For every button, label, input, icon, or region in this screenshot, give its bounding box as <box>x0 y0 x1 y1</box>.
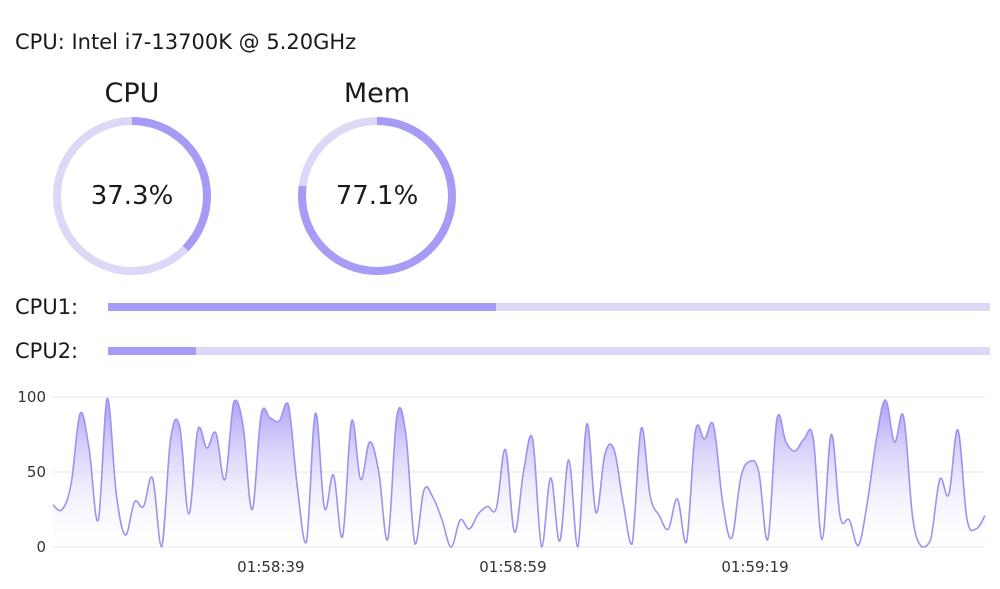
cpu-model-label: CPU: Intel i7-13700K @ 5.20GHz <box>15 30 357 54</box>
cpu-gauge-value: 37.3% <box>90 181 174 211</box>
core-label-cpu2: CPU2: <box>15 339 79 363</box>
x-axis-ticks: 01:58:39 01:58:59 01:59:19 <box>237 558 789 576</box>
mem-gauge-value: 77.1% <box>335 181 419 211</box>
cpu-history-chart: 0 50 100 01:58:39 01:58:59 01:59:19 <box>0 380 1000 589</box>
cpu-history-line <box>52 397 986 548</box>
cpu-gauge-ring <box>53 117 211 275</box>
core-bar-fill-cpu1 <box>108 303 497 311</box>
cpu-history-plot: 0 50 100 01:58:39 01:58:59 01:59:19 <box>17 388 986 576</box>
core-usage-row-cpu2: CPU2: <box>15 336 990 366</box>
core-bar-track-cpu1 <box>108 303 990 311</box>
x-tick-label-2: 01:59:19 <box>721 558 788 576</box>
cpu-gauge-arc <box>53 117 211 275</box>
cpu-usage-gauge: CPU 37.3% <box>50 78 214 278</box>
memory-usage-gauge: Mem 77.1% <box>295 78 459 278</box>
y-tick-label-0: 0 <box>36 538 46 556</box>
mem-gauge-arc <box>298 117 456 275</box>
core-bar-track-cpu2 <box>108 347 990 355</box>
mem-gauge-title: Mem <box>343 78 411 109</box>
cpu-gauge-title: CPU <box>104 78 160 109</box>
x-tick-label-1: 01:58:59 <box>479 558 546 576</box>
y-axis-ticks: 0 50 100 <box>17 388 46 556</box>
core-usage-row-cpu1: CPU1: <box>15 292 990 322</box>
core-label-cpu1: CPU1: <box>15 295 79 319</box>
y-tick-label-50: 50 <box>27 463 46 481</box>
mem-gauge-ring <box>298 117 456 275</box>
cpu-history-area <box>53 398 985 547</box>
core-bar-fill-cpu2 <box>108 347 197 355</box>
y-tick-label-100: 100 <box>17 388 46 406</box>
chart-area-layer <box>52 397 986 548</box>
x-tick-label-0: 01:58:39 <box>237 558 304 576</box>
